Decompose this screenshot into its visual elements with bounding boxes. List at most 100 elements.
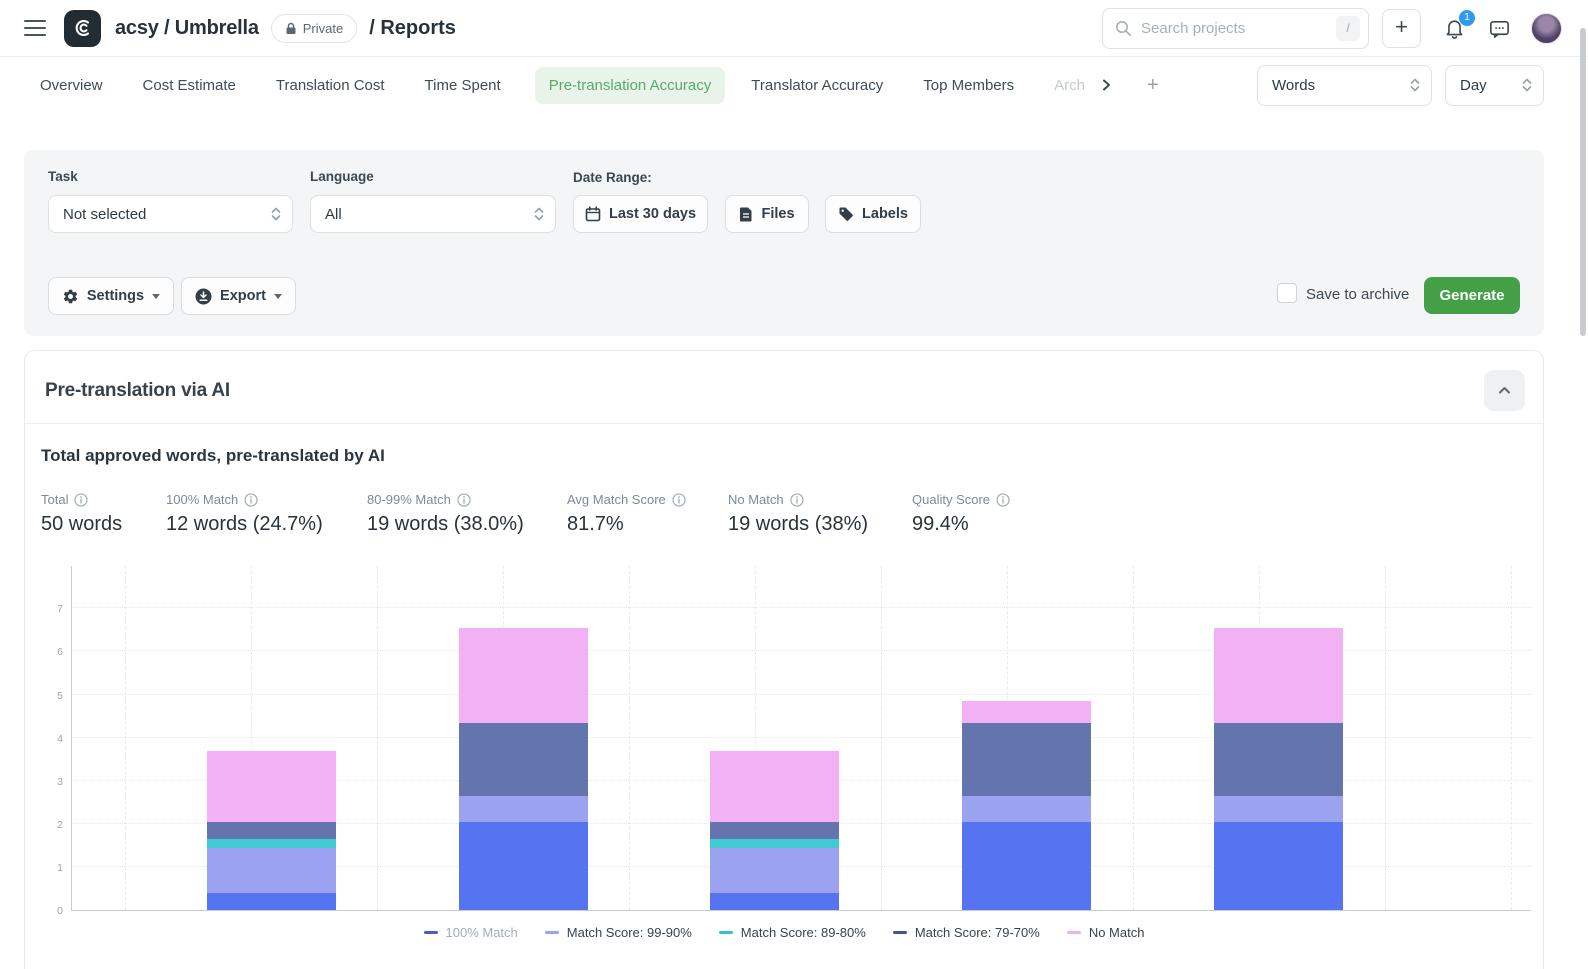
app-header: acsy / Umbrella Private / Reports / + 1 <box>0 0 1588 57</box>
collapse-card-button[interactable] <box>1484 370 1525 411</box>
legend-label: Match Score: 89-80% <box>741 925 866 940</box>
info-icon[interactable] <box>244 493 258 507</box>
chart-subtitle: Total approved words, pre-translated by … <box>41 446 385 466</box>
period-select-value: Day <box>1460 77 1487 94</box>
tab-translation-cost[interactable]: Translation Cost <box>276 77 385 94</box>
bar-segment <box>710 822 839 839</box>
bar-segment <box>710 848 839 893</box>
bar-segment <box>459 822 588 910</box>
notifications-button[interactable]: 1 <box>1443 17 1466 40</box>
logo-glyph <box>71 16 95 40</box>
legend-swatch <box>719 931 733 935</box>
tab-time-spent[interactable]: Time Spent <box>425 77 501 94</box>
bar-segment <box>207 751 336 822</box>
legend-swatch <box>424 931 438 935</box>
breadcrumb-project[interactable]: acsy / Umbrella <box>115 17 259 40</box>
task-label: Task <box>48 169 78 184</box>
info-icon[interactable] <box>457 493 471 507</box>
stat-label: Avg Match Score <box>567 492 666 507</box>
legend-item-89-80[interactable]: Match Score: 89-80% <box>719 925 866 940</box>
unit-select[interactable]: Words <box>1257 65 1432 106</box>
bar-segment <box>207 893 336 910</box>
legend-item-99-90[interactable]: Match Score: 99-90% <box>545 925 692 940</box>
bar-segment <box>710 751 839 822</box>
legend-item-79-70[interactable]: Match Score: 79-70% <box>893 925 1040 940</box>
page-scrollbar[interactable] <box>1580 28 1586 336</box>
export-dropdown-button[interactable]: Export <box>181 277 296 315</box>
gear-icon <box>62 288 79 305</box>
legend-swatch <box>545 931 559 935</box>
chevron-up-icon <box>1497 383 1512 398</box>
save-to-archive-label[interactable]: Save to archive <box>1306 286 1409 303</box>
add-report-tab-button[interactable]: + <box>1147 74 1159 97</box>
tab-archive-truncated[interactable]: Arch <box>1054 77 1085 94</box>
info-icon[interactable] <box>74 493 88 507</box>
labels-filter-button[interactable]: Labels <box>825 195 921 233</box>
search-icon <box>1115 20 1132 37</box>
language-select-value: All <box>325 206 342 223</box>
tabs-overflow-button[interactable] <box>1099 78 1113 92</box>
tab-cost-estimate[interactable]: Cost Estimate <box>143 77 236 94</box>
stat-100-match: 100% Match 12 words (24.7%) <box>166 492 323 536</box>
bar-segment <box>459 628 588 723</box>
file-icon <box>739 206 753 222</box>
bar-segment <box>962 796 1091 822</box>
legend-label: Match Score: 79-70% <box>915 925 1040 940</box>
legend-item-100-match[interactable]: 100% Match <box>424 925 518 940</box>
date-range-button[interactable]: Last 30 days <box>573 195 708 233</box>
bar-segment <box>962 723 1091 796</box>
report-filters-panel: Task Not selected Language All Date Rang… <box>24 150 1544 336</box>
caret-down-icon <box>274 294 282 299</box>
messages-button[interactable] <box>1488 17 1511 40</box>
divider <box>25 423 1543 424</box>
files-filter-button[interactable]: Files <box>725 195 809 233</box>
vertical-gridline <box>1511 566 1512 910</box>
info-icon[interactable] <box>790 493 804 507</box>
task-select[interactable]: Not selected <box>48 195 293 233</box>
settings-dropdown-button[interactable]: Settings <box>48 277 174 315</box>
bar-segment <box>962 701 1091 723</box>
bar-segment <box>962 822 1091 910</box>
stat-label: Total <box>41 492 68 507</box>
language-select[interactable]: All <box>310 195 556 233</box>
legend-item-no-match[interactable]: No Match <box>1067 925 1145 940</box>
stat-value: 50 words <box>41 513 122 536</box>
create-project-button[interactable]: + <box>1382 9 1421 48</box>
save-to-archive-checkbox[interactable] <box>1277 283 1297 303</box>
settings-button-label: Settings <box>87 288 144 304</box>
menu-icon[interactable] <box>24 20 46 36</box>
tab-overview[interactable]: Overview <box>40 77 103 94</box>
bar-segment <box>1214 796 1343 822</box>
stat-no-match: No Match 19 words (38%) <box>728 492 868 536</box>
info-icon[interactable] <box>672 493 686 507</box>
tab-top-members[interactable]: Top Members <box>923 77 1014 94</box>
reports-page: acsy / Umbrella Private / Reports / + 1 <box>0 0 1588 969</box>
vertical-gridline <box>1133 566 1134 910</box>
period-select[interactable]: Day <box>1445 65 1544 106</box>
vertical-gridline <box>125 566 126 910</box>
caret-down-icon <box>152 294 160 299</box>
search-input[interactable] <box>1141 20 1327 37</box>
language-label: Language <box>310 169 374 184</box>
lock-icon <box>285 22 297 35</box>
app-logo[interactable] <box>64 10 101 47</box>
stat-value: 12 words (24.7%) <box>166 513 323 536</box>
stat-value: 99.4% <box>912 513 1010 536</box>
search-shortcut-key: / <box>1336 16 1360 41</box>
breadcrumb-section: / Reports <box>369 17 456 40</box>
stat-value: 19 words (38.0%) <box>367 513 524 536</box>
pre-translation-report-card: Pre-translation via AI Total approved wo… <box>24 350 1544 969</box>
labels-filter-label: Labels <box>862 206 908 222</box>
tab-translator-accuracy[interactable]: Translator Accuracy <box>751 77 883 94</box>
privacy-label: Private <box>303 21 343 36</box>
tab-pre-translation-accuracy[interactable]: Pre-translation Accuracy <box>535 67 726 104</box>
bar-segment <box>1214 628 1343 723</box>
info-icon[interactable] <box>996 493 1010 507</box>
legend-swatch <box>1067 931 1081 935</box>
stat-quality-score: Quality Score 99.4% <box>912 492 1010 536</box>
generate-button[interactable]: Generate <box>1424 277 1520 314</box>
export-button-label: Export <box>220 288 266 304</box>
bar-segment <box>207 848 336 893</box>
user-avatar[interactable] <box>1531 13 1562 44</box>
horizontal-gridline <box>72 607 1531 608</box>
